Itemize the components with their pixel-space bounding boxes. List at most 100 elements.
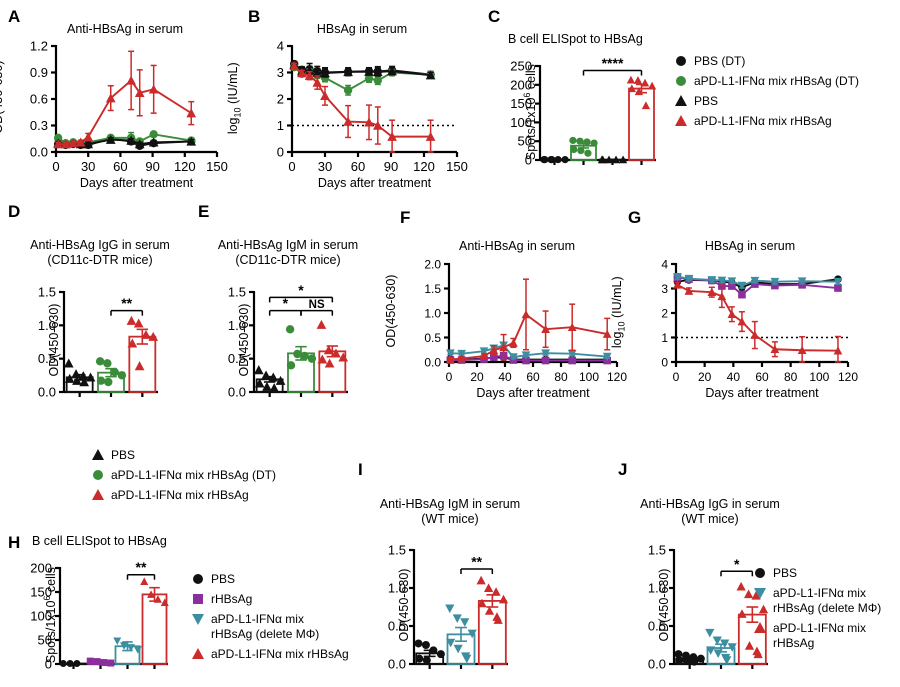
data-point-triangle-up: [491, 587, 501, 596]
plot-B-svg: 0 1 2 3 4 0 30 60 90 120 150: [277, 39, 468, 175]
y-tick-label: 0: [277, 145, 284, 160]
y-tick-label: 200: [30, 561, 52, 576]
panel-title-i: Anti-HBsAg IgM in serum (WT mice): [379, 497, 521, 526]
triangle-down-marker-icon: [190, 612, 206, 626]
y-tick-label: 0.0: [648, 657, 666, 672]
series-line: [677, 275, 838, 287]
data-point-triangle-down: [684, 274, 694, 284]
data-point-triangle-up: [736, 581, 746, 591]
data-point-square: [738, 290, 746, 299]
triangle-down-marker-icon: [752, 586, 768, 600]
legend-item[interactable]: PBS: [752, 566, 900, 581]
data-point-circle: [110, 367, 119, 377]
significance-label: NS: [309, 299, 325, 311]
x-tick-label: 90: [145, 159, 159, 174]
y-tick-label: 1.5: [388, 543, 406, 558]
data-point-triangle-up: [611, 155, 621, 164]
data-point-circle: [696, 654, 705, 663]
data-point-triangle-down: [120, 642, 129, 650]
y-tick-label: 2.0: [424, 258, 441, 272]
data-point-circle: [300, 351, 309, 361]
legend-item[interactable]: aPD-L1-IFNα mix rHBsAg: [673, 114, 895, 129]
legend-panel-de: PBS aPD-L1-IFNα mix rHBsAg (DT) aPD-L1-IFN…: [90, 448, 340, 508]
y-tick-label: 1.0: [388, 581, 406, 596]
data-point-triangle-up: [269, 383, 280, 393]
data-point-circle: [577, 147, 585, 155]
data-point-triangle-up: [83, 139, 94, 149]
circle-marker-icon: [673, 74, 689, 88]
data-point-triangle-down: [720, 639, 730, 649]
legend-item[interactable]: aPD-L1-IFNα mix rHBsAg (delete MΦ): [190, 612, 390, 642]
legend-item[interactable]: aPD-L1-IFNα mix rHBsAg: [90, 488, 340, 503]
data-point-triangle-up: [797, 345, 807, 355]
data-point-square: [728, 282, 736, 290]
y-tick-label: 1.0: [38, 318, 56, 333]
series-line: [293, 63, 431, 77]
data-point-circle: [584, 149, 592, 157]
data-point-triangle-up: [126, 315, 137, 325]
series-2: [673, 272, 843, 290]
data-point-circle: [53, 133, 63, 143]
series-line: [293, 65, 431, 138]
plot-A-ylabel: OD(450-630): [0, 60, 5, 134]
data-point-triangle-up: [323, 345, 334, 355]
data-point-triangle-up: [343, 67, 353, 77]
data-point-triangle-down: [446, 349, 455, 358]
data-point-triangle-up: [737, 317, 747, 326]
legend-item[interactable]: aPD-L1-IFNα mix rHBsAg (DT): [90, 468, 340, 483]
data-point-circle: [576, 137, 584, 145]
legend-item-label: PBS: [211, 572, 236, 586]
bar-group-0: [59, 660, 87, 668]
data-point-circle: [429, 646, 438, 655]
legend-item[interactable]: aPD-L1-IFNα mix rHBsAg: [752, 621, 900, 651]
legend-item[interactable]: PBS (DT): [673, 54, 895, 69]
data-point-triangle-up: [72, 375, 82, 385]
legend-item[interactable]: aPD-L1-IFNα mix rHBsAg (delete MΦ): [752, 586, 900, 616]
data-point-circle: [590, 139, 598, 147]
bar-group-1: [569, 136, 598, 161]
data-point-triangle-down: [460, 618, 470, 627]
legend-item[interactable]: PBS: [190, 572, 390, 587]
data-point-triangle-up: [253, 365, 264, 375]
data-point-triangle-up: [770, 344, 780, 354]
data-point-circle: [569, 136, 577, 145]
data-point-triangle-up: [64, 373, 75, 383]
data-point-triangle-up: [758, 604, 769, 614]
data-point-triangle-down: [509, 353, 518, 362]
data-point-triangle-up: [484, 606, 495, 615]
data-point-triangle-up: [372, 120, 383, 130]
bar-group-3: [140, 577, 169, 665]
data-point-triangle-down: [833, 277, 843, 287]
data-point-circle: [307, 354, 317, 363]
data-point-circle: [95, 357, 105, 366]
legend-item[interactable]: aPD-L1-IFNα mix rHBsAg (DT): [673, 74, 895, 89]
series-line: [676, 283, 838, 352]
data-point-triangle-down: [727, 643, 737, 652]
legend-item[interactable]: rHBsAg: [190, 592, 390, 607]
bar-group-1: [285, 325, 317, 393]
legend-item-label: PBS (DT): [694, 54, 746, 68]
panel-title-g: HBsAg in serum: [704, 239, 796, 253]
data-point-triangle-up: [743, 589, 754, 599]
significance-bracket-0: **: [126, 559, 156, 580]
data-point-triangle-down: [452, 614, 462, 623]
data-point-triangle-up: [618, 155, 628, 164]
significance-label: *: [283, 295, 289, 311]
data-point-triangle-up: [364, 117, 374, 127]
data-point-triangle-down: [750, 276, 760, 286]
panel-letter-b: B: [248, 7, 261, 26]
legend-panel-c: PBS (DT) aPD-L1-IFNα mix rHBsAg (DT) PBS aP…: [673, 54, 895, 134]
bar-group-2: [316, 319, 349, 393]
data-point-triangle-up: [134, 361, 145, 371]
plot-F-svg: 0.0 0.5 1.0 1.5 2.0 0 20 40 60 80 100 120: [424, 258, 627, 385]
data-point-triangle-up: [153, 595, 162, 603]
y-tick-label: 0.0: [38, 385, 56, 400]
data-point-triangle-down: [602, 352, 612, 361]
legend-item[interactable]: PBS: [90, 448, 340, 463]
data-point-triangle-up: [489, 345, 499, 355]
data-point-triangle-up: [268, 372, 279, 382]
y-tick-label: 3: [661, 282, 668, 296]
legend-item[interactable]: aPD-L1-IFNα mix rHBsAg: [190, 647, 390, 662]
data-point-triangle-up: [85, 372, 96, 382]
legend-item[interactable]: PBS: [673, 94, 895, 109]
